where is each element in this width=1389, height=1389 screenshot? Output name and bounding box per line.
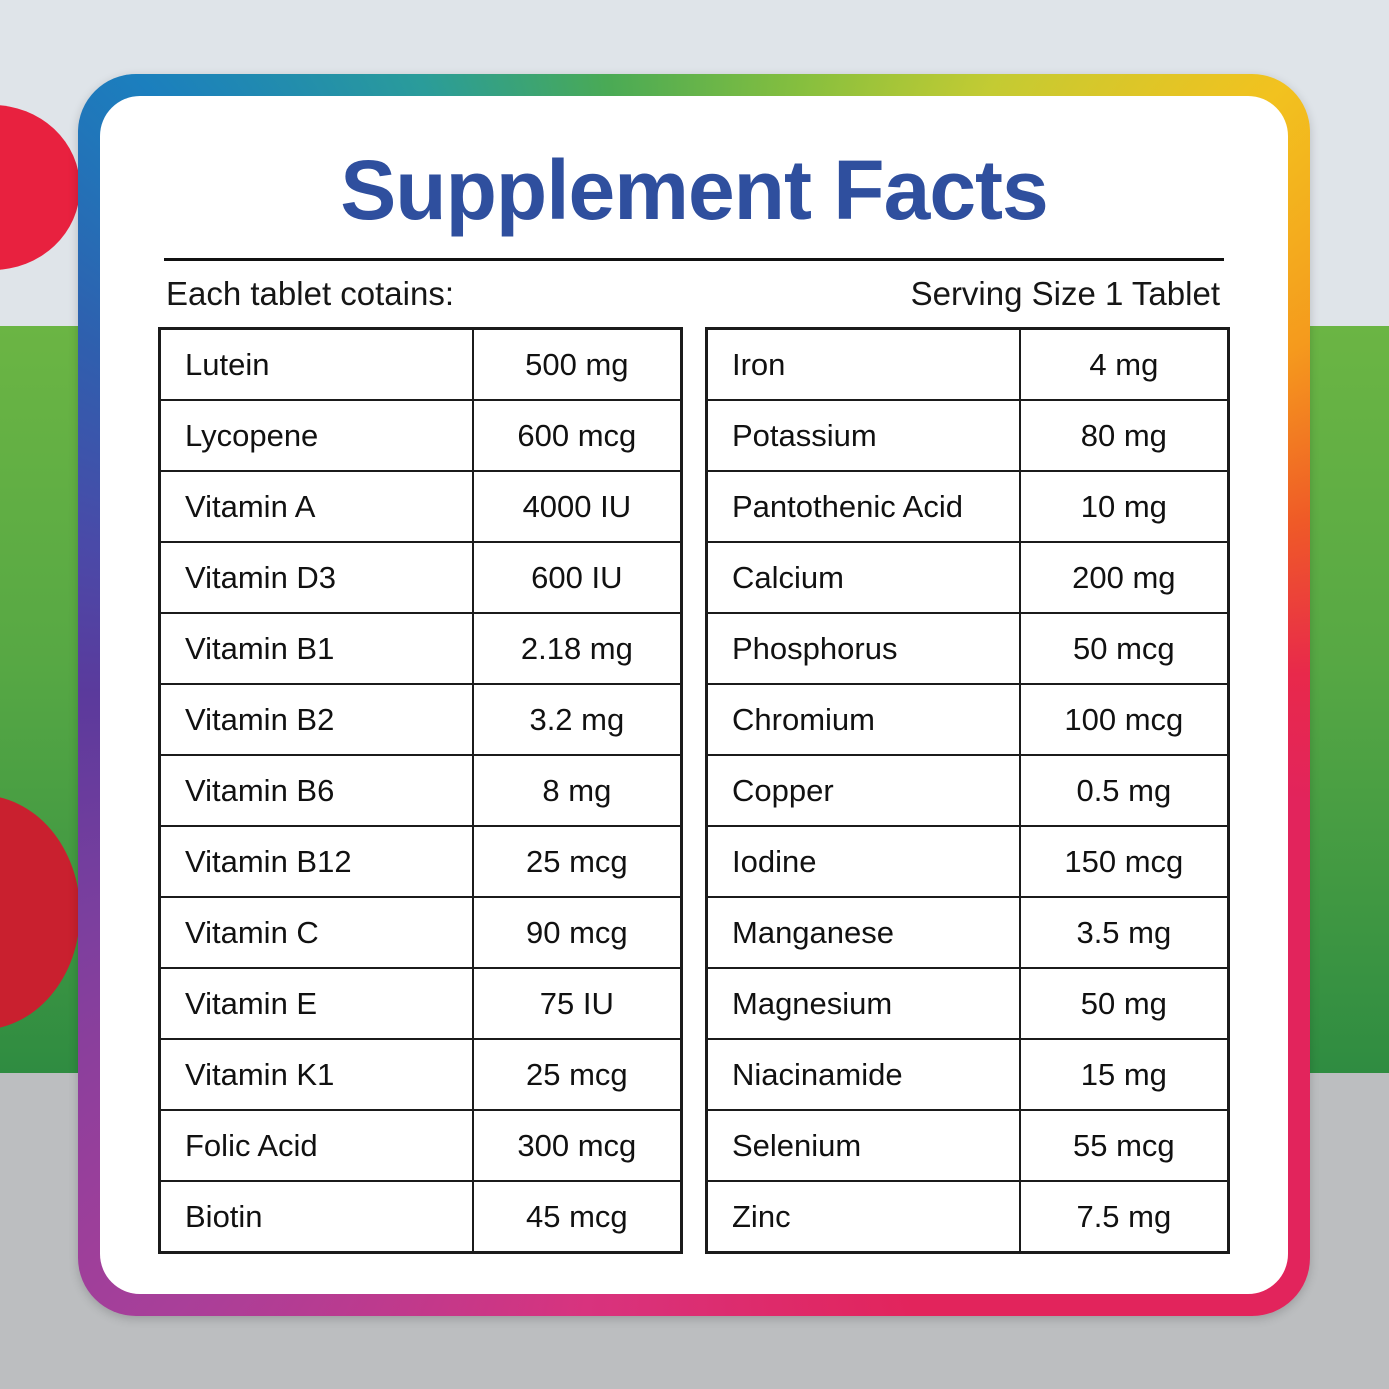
nutrient-amount: 0.5 mg: [1018, 754, 1230, 827]
table-row: Folic Acid 300 mcg: [158, 1109, 683, 1182]
nutrient-name: Magnesium: [705, 967, 1021, 1040]
nutrient-amount: 25 mcg: [471, 825, 683, 898]
table-row: Niacinamide 15 mg: [705, 1038, 1230, 1111]
nutrient-table-left-body: Lutein 500 mg Lycopene 600 mcg Vitamin A 40…: [158, 327, 683, 1254]
nutrient-name: Copper: [705, 754, 1021, 827]
nutrient-tables: Lutein 500 mg Lycopene 600 mcg Vitamin A 40…: [152, 327, 1236, 1254]
nutrient-name: Vitamin A: [158, 470, 474, 543]
nutrient-name: Zinc: [705, 1180, 1021, 1254]
nutrient-name: Vitamin B12: [158, 825, 474, 898]
nutrient-name: Niacinamide: [705, 1038, 1021, 1111]
table-row: Phosphorus 50 mcg: [705, 612, 1230, 685]
page-title: Supplement Facts: [340, 143, 1048, 237]
nutrient-amount: 500 mg: [471, 327, 683, 401]
nutrient-name: Vitamin B1: [158, 612, 474, 685]
nutrient-name: Biotin: [158, 1180, 474, 1254]
nutrient-amount: 600 mcg: [471, 399, 683, 472]
supplement-facts-panel: Supplement Facts Each tablet cotains: Se…: [100, 96, 1288, 1294]
table-row: Vitamin A 4000 IU: [158, 470, 683, 543]
nutrient-name: Iodine: [705, 825, 1021, 898]
nutrient-amount: 2.18 mg: [471, 612, 683, 685]
table-row: Vitamin C 90 mcg: [158, 896, 683, 969]
nutrient-name: Selenium: [705, 1109, 1021, 1182]
table-row: Calcium 200 mg: [705, 541, 1230, 614]
nutrient-amount: 75 IU: [471, 967, 683, 1040]
nutrient-name: Pantothenic Acid: [705, 470, 1021, 543]
nutrient-amount: 3.2 mg: [471, 683, 683, 756]
table-row: Vitamin E 75 IU: [158, 967, 683, 1040]
nutrient-amount: 45 mcg: [471, 1180, 683, 1254]
table-row: Vitamin B1 2.18 mg: [158, 612, 683, 685]
table-row: Pantothenic Acid 10 mg: [705, 470, 1230, 543]
table-row: Lutein 500 mg: [158, 327, 683, 401]
table-row: Vitamin D3 600 IU: [158, 541, 683, 614]
table-row: Iodine 150 mcg: [705, 825, 1230, 898]
nutrient-amount: 4000 IU: [471, 470, 683, 543]
nutrient-amount: 25 mcg: [471, 1038, 683, 1111]
nutrient-name: Vitamin C: [158, 896, 474, 969]
nutrient-name: Lutein: [158, 327, 474, 401]
table-row: Lycopene 600 mcg: [158, 399, 683, 472]
nutrient-amount: 3.5 mg: [1018, 896, 1230, 969]
nutrient-amount: 100 mcg: [1018, 683, 1230, 756]
nutrient-amount: 15 mg: [1018, 1038, 1230, 1111]
nutrient-name: Phosphorus: [705, 612, 1021, 685]
table-row: Vitamin K1 25 mcg: [158, 1038, 683, 1111]
nutrient-amount: 90 mcg: [471, 896, 683, 969]
nutrient-name: Chromium: [705, 683, 1021, 756]
nutrient-amount: 300 mcg: [471, 1109, 683, 1182]
subheader: Each tablet cotains: Serving Size 1 Tabl…: [152, 275, 1236, 313]
nutrient-name: Iron: [705, 327, 1021, 401]
each-tablet-contains-label: Each tablet cotains:: [166, 275, 455, 312]
table-row: Zinc 7.5 mg: [705, 1180, 1230, 1254]
nutrient-name: Lycopene: [158, 399, 474, 472]
nutrient-name: Manganese: [705, 896, 1021, 969]
table-row: Iron 4 mg: [705, 327, 1230, 401]
nutrient-amount: 4 mg: [1018, 327, 1230, 401]
table-row: Potassium 80 mg: [705, 399, 1230, 472]
title-divider: [164, 258, 1224, 261]
nutrient-name: Calcium: [705, 541, 1021, 614]
nutrient-amount: 10 mg: [1018, 470, 1230, 543]
nutrient-name: Vitamin B6: [158, 754, 474, 827]
nutrient-table-left: Lutein 500 mg Lycopene 600 mcg Vitamin A 40…: [158, 327, 683, 1254]
table-row: Magnesium 50 mg: [705, 967, 1230, 1040]
supplement-facts-card: Supplement Facts Each tablet cotains: Se…: [78, 74, 1310, 1316]
nutrient-name: Vitamin D3: [158, 541, 474, 614]
table-row: Biotin 45 mcg: [158, 1180, 683, 1254]
nutrient-name: Vitamin K1: [158, 1038, 474, 1111]
nutrient-amount: 80 mg: [1018, 399, 1230, 472]
table-row: Chromium 100 mcg: [705, 683, 1230, 756]
nutrient-amount: 8 mg: [471, 754, 683, 827]
nutrient-table-right-body: Iron 4 mg Potassium 80 mg Pantothenic Acid…: [705, 327, 1230, 1254]
nutrient-amount: 50 mg: [1018, 967, 1230, 1040]
table-row: Selenium 55 mcg: [705, 1109, 1230, 1182]
nutrient-amount: 200 mg: [1018, 541, 1230, 614]
nutrient-amount: 150 mcg: [1018, 825, 1230, 898]
table-row: Vitamin B6 8 mg: [158, 754, 683, 827]
nutrient-name: Vitamin E: [158, 967, 474, 1040]
table-row: Vitamin B12 25 mcg: [158, 825, 683, 898]
nutrient-name: Potassium: [705, 399, 1021, 472]
nutrient-table-right: Iron 4 mg Potassium 80 mg Pantothenic Acid…: [705, 327, 1230, 1254]
nutrient-name: Vitamin B2: [158, 683, 474, 756]
nutrient-amount: 600 IU: [471, 541, 683, 614]
nutrient-name: Folic Acid: [158, 1109, 474, 1182]
table-row: Vitamin B2 3.2 mg: [158, 683, 683, 756]
nutrient-amount: 55 mcg: [1018, 1109, 1230, 1182]
nutrient-amount: 50 mcg: [1018, 612, 1230, 685]
table-row: Manganese 3.5 mg: [705, 896, 1230, 969]
nutrient-amount: 7.5 mg: [1018, 1180, 1230, 1254]
serving-size-label: Serving Size 1 Tablet: [910, 275, 1220, 312]
table-row: Copper 0.5 mg: [705, 754, 1230, 827]
